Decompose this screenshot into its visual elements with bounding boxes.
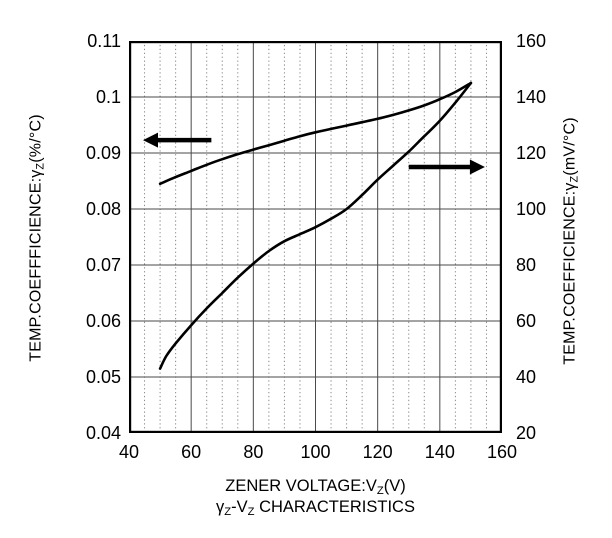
label-subscript: Z	[224, 506, 232, 519]
y-right-tick-label: 20	[516, 423, 537, 443]
plot-area	[129, 41, 502, 433]
x-tick-label: 160	[486, 442, 518, 462]
y-left-tick-label: 0.09	[85, 143, 121, 163]
label-text: ZENER VOLTAGE:V	[225, 477, 377, 495]
x-tick-label: 100	[300, 442, 331, 462]
curve-temp-coefficient-percent-per-degC	[158, 81, 473, 186]
y-left-axis-title: TEMP.COEFFFICIENCE:γZ(%/°C)	[27, 114, 46, 362]
label-subscript: Z	[247, 506, 255, 519]
y-right-tick-label: 60	[516, 311, 537, 331]
y-left-tick-label: 0.04	[85, 423, 121, 443]
y-right-tick-label: 120	[516, 143, 547, 163]
y-right-tick-label: 100	[516, 199, 547, 219]
y-left-tick-label: 0.08	[85, 199, 121, 219]
label-text: γ	[216, 498, 225, 516]
x-tick-label: 60	[181, 442, 202, 462]
label-text: (%/°C)	[27, 114, 45, 163]
left-axis-arrow	[142, 132, 212, 148]
x-tick-label: 80	[243, 442, 264, 462]
y-right-tick-label: 40	[516, 367, 537, 387]
y-left-tick-label: 0.05	[85, 367, 121, 387]
x-tick-labels: 40 60 80 100 120 140 160	[119, 442, 517, 463]
y-right-tick-label: 140	[516, 87, 547, 107]
x-axis-title: ZENER VOLTAGE:VZ(V)	[129, 477, 502, 497]
x-tick-label: 40	[118, 442, 140, 462]
y-left-tick-label: 0.11	[87, 31, 121, 51]
x-tick-label: 120	[362, 442, 393, 462]
x-tick-label: 140	[424, 442, 455, 462]
y-left-tick-label: 0.06	[85, 311, 121, 331]
plot-border	[129, 41, 502, 433]
label-text: CHARACTERISTICS	[254, 498, 415, 516]
label-text: TEMP.COEFFFICIENCE:γ	[27, 169, 45, 362]
y-left-tick-label: 0.1	[95, 87, 121, 107]
label-subscript: Z	[376, 485, 384, 498]
chart-caption: γZ-VZ CHARACTERISTICS	[129, 498, 502, 518]
y-left-tick-labels: 0.11 0.1 0.09 0.08 0.07 0.06 0.05 0.04	[50, 32, 121, 442]
y-left-tick-label: 0.07	[85, 255, 121, 275]
curve-temp-coefficient-mV-per-degC	[158, 81, 473, 370]
label-subscript: Z	[34, 162, 47, 170]
right-axis-arrow	[408, 159, 485, 175]
label-text: -V	[231, 498, 248, 516]
label-text: (V)	[383, 477, 406, 495]
y-right-tick-label: 80	[516, 255, 537, 275]
y-right-tick-label: 160	[516, 31, 547, 51]
y-right-tick-labels: 160 140 120 100 80 60 40 20	[516, 32, 576, 442]
